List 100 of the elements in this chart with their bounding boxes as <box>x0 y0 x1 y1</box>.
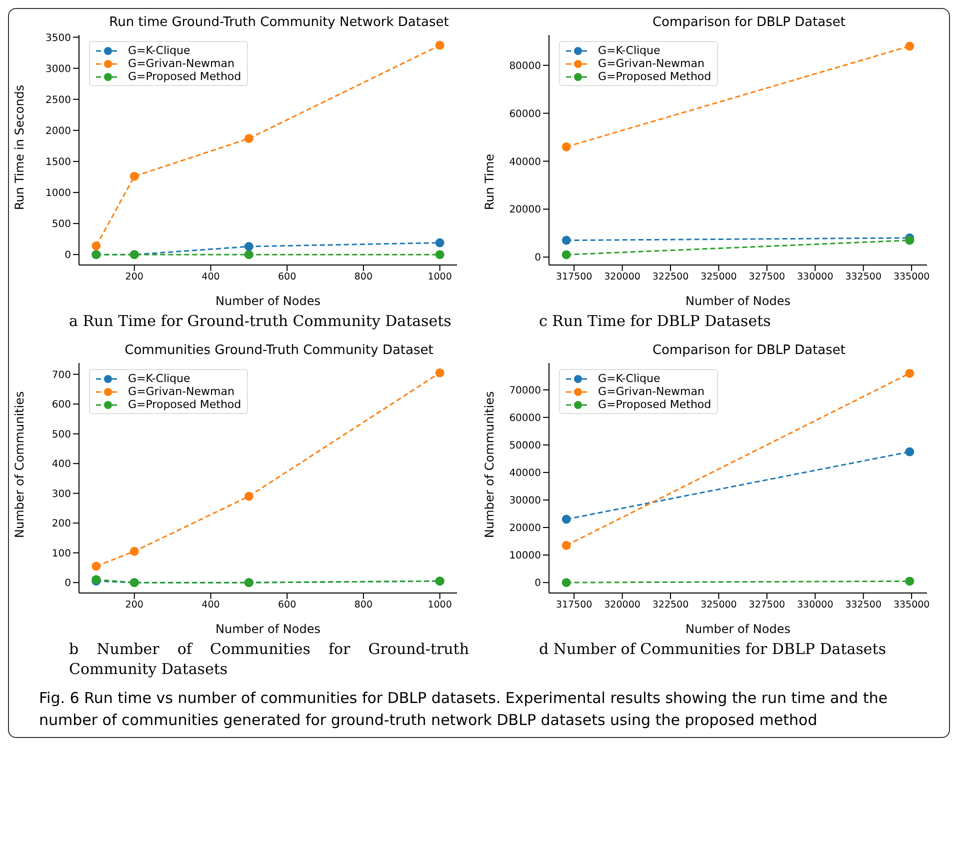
y-tick-label: 400 <box>52 459 71 470</box>
x-tick-label: 325000 <box>700 272 737 283</box>
point <box>435 238 444 248</box>
y-tick-label: 0 <box>64 250 71 262</box>
y-tick-label: 60000 <box>509 412 541 424</box>
point <box>562 514 571 524</box>
x-axis-title: Number of Nodes <box>216 294 320 308</box>
legend-label: G=Proposed Method <box>128 70 242 83</box>
y-tick-label: 20000 <box>509 204 541 216</box>
y-tick-label: 30000 <box>509 496 541 507</box>
chart-title: Comparison for DBLP Dataset <box>651 15 847 30</box>
x-tick-label: 335000 <box>893 272 930 283</box>
point <box>92 562 101 571</box>
legend-label: G=Grivan-Newman <box>128 57 234 70</box>
x-axis-title: Number of Nodes <box>686 622 790 636</box>
x-tick-label: 1000 <box>428 272 452 283</box>
point <box>130 546 139 556</box>
y-tick-label: 0 <box>534 578 541 590</box>
x-tick-label: 327500 <box>748 272 786 283</box>
x-tick-label: 320000 <box>604 272 640 283</box>
y-tick-label: 2500 <box>46 94 71 106</box>
point <box>130 172 139 181</box>
x-tick-label: 327500 <box>748 600 786 611</box>
y-tick-label: 0 <box>64 578 71 590</box>
y-axis-title: Number of Communities <box>482 391 496 538</box>
y-tick-label: 10000 <box>509 550 541 562</box>
x-tick-label: 330000 <box>797 272 834 283</box>
y-tick-label: 200 <box>52 518 71 530</box>
legend-label: G=Proposed Method <box>598 70 712 83</box>
y-tick-label: 20000 <box>509 523 541 534</box>
y-tick-label: 50000 <box>509 440 541 452</box>
x-tick-label: 200 <box>125 272 144 283</box>
text: a Run Time for Ground-truth Community Datasets <box>68 311 452 331</box>
x-tick-label: 317500 <box>556 600 592 611</box>
point <box>244 492 254 501</box>
y-axis-title: Run Time <box>482 154 496 210</box>
y-tick-label: 100 <box>52 548 71 560</box>
x-tick-label: 330000 <box>797 600 834 611</box>
y-tick-label: 3500 <box>46 32 71 44</box>
x-tick-label: 335000 <box>893 600 930 611</box>
y-axis-title: Run Time in Seconds <box>12 84 26 210</box>
legend-label: G=Grivan-Newman <box>128 385 234 398</box>
x-tick-label: 1000 <box>428 600 452 611</box>
x-tick-label: 600 <box>278 600 296 611</box>
x-tick-label: 322500 <box>652 600 689 611</box>
point <box>905 368 914 378</box>
point <box>244 250 254 260</box>
y-tick-label: 700 <box>52 370 71 381</box>
y-tick-label: 600 <box>52 400 71 411</box>
legend-label: G=Grivan-Newman <box>598 57 704 70</box>
x-axis-title: Number of Nodes <box>216 622 320 636</box>
text: d Number of Communities for DBLP Datasets <box>538 639 888 659</box>
y-tick-label: 500 <box>52 219 71 230</box>
x-tick-label: 800 <box>354 600 373 611</box>
x-tick-label: 400 <box>202 272 220 283</box>
y-tick-label: 60000 <box>509 108 541 120</box>
y-tick-label: 40000 <box>509 468 541 480</box>
y-tick-label: 500 <box>52 429 71 440</box>
chart-title: Run time Ground-Truth Community Network Dataset <box>108 15 450 30</box>
legend-label: G=K-Clique <box>598 44 660 57</box>
x-tick-label: 332500 <box>845 600 882 611</box>
caption: Fig. 6 Run time vs number of communities for DBLP datasets. Experimental results showing the run time and the number of communities generated for ground-truth network DBLP datasets using the proposed method <box>38 688 889 731</box>
point <box>905 42 914 51</box>
point <box>244 134 254 143</box>
legend-label: G=K-Clique <box>128 44 190 57</box>
chart-title: Communities Ground-Truth Community Dataset <box>124 343 434 358</box>
point <box>562 540 571 550</box>
y-tick-label: 0 <box>534 252 541 264</box>
chart-title: Comparison for DBLP Dataset <box>651 343 847 358</box>
y-axis-title: Number of Communities <box>12 391 26 538</box>
x-tick-label: 200 <box>125 600 144 611</box>
x-axis-title: Number of Nodes <box>686 294 790 308</box>
legend-label: G=K-Clique <box>128 372 190 385</box>
x-tick-label: 325000 <box>700 600 737 611</box>
point <box>905 236 914 245</box>
text: b Number of Communities for Ground-truth Community Datasets <box>68 639 470 679</box>
x-tick-label: 600 <box>278 272 296 283</box>
point <box>435 40 444 50</box>
point <box>435 368 444 378</box>
legend-label: G=Proposed Method <box>598 398 712 411</box>
y-tick-label: 80000 <box>509 60 541 72</box>
point <box>562 250 571 260</box>
y-tick-label: 2000 <box>46 126 71 137</box>
point <box>905 447 914 456</box>
y-tick-label: 3000 <box>46 64 71 75</box>
x-tick-label: 317500 <box>556 272 592 283</box>
point <box>905 576 914 586</box>
legend-label: G=K-Clique <box>598 372 660 385</box>
point <box>562 142 571 152</box>
x-tick-label: 320000 <box>604 600 640 611</box>
point <box>92 241 101 250</box>
point <box>562 578 571 588</box>
x-tick-label: 322500 <box>652 272 689 283</box>
legend-label: G=Proposed Method <box>128 398 242 411</box>
y-tick-label: 70000 <box>509 385 541 396</box>
legend-label: G=Grivan-Newman <box>598 385 704 398</box>
point <box>435 250 444 260</box>
x-tick-label: 400 <box>202 600 220 611</box>
x-tick-label: 332500 <box>845 272 882 283</box>
point <box>244 242 254 251</box>
